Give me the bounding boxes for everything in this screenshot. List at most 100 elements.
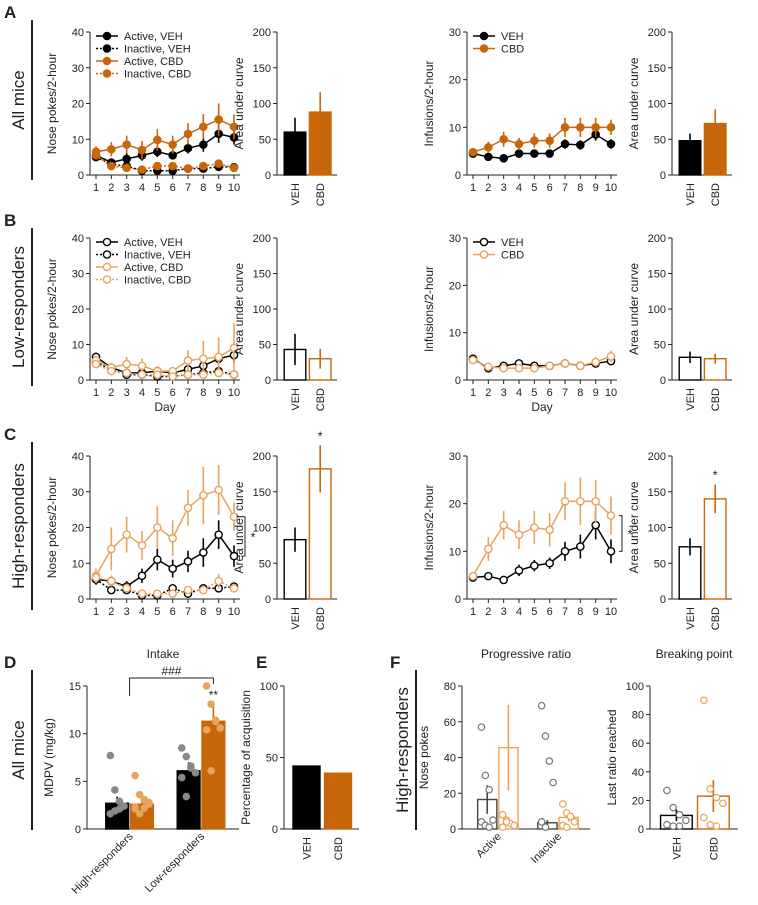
x-tick-label: 2 xyxy=(485,606,491,618)
x-tick-label: 9 xyxy=(593,182,599,194)
significance-marker: * xyxy=(318,428,323,443)
significance-marker: * xyxy=(250,529,255,544)
y-tick-label: 20 xyxy=(72,99,84,111)
x-tick-label: 1 xyxy=(93,606,99,618)
individual-point xyxy=(570,818,579,826)
y-tick-label: 0 xyxy=(455,375,461,387)
y-tick-label: 0 xyxy=(265,375,271,387)
series-line xyxy=(472,133,612,160)
chart-F-bp: 0 20 40 60 80 100 Last ratio reached VEH CBD xyxy=(605,681,738,860)
y-axis-label: Area under curve xyxy=(232,263,246,355)
individual-point xyxy=(140,804,149,812)
data-point xyxy=(137,370,147,379)
y-tick-label: 50 xyxy=(654,558,666,570)
chart-C-infusions: 0 10 20 30 Infusions/2-hour 1 2 3 4 5 6 7 8 9 10 * xyxy=(422,451,633,618)
x-tick-label: CBD xyxy=(710,607,722,630)
data-point xyxy=(229,122,239,132)
data-point xyxy=(91,359,101,369)
x-tick-label: VEH xyxy=(685,388,697,411)
y-tick-label: 10 xyxy=(449,122,461,134)
panel-label-f: F xyxy=(390,653,400,672)
x-tick-label: 2 xyxy=(485,387,491,399)
individual-point xyxy=(182,752,191,761)
data-point xyxy=(468,571,478,581)
data-point xyxy=(183,143,193,153)
legend-marker xyxy=(102,31,112,41)
legend-marker xyxy=(102,56,112,66)
chart-title: Breaking point xyxy=(656,647,733,661)
x-tick-label: 4 xyxy=(139,606,145,618)
data-point xyxy=(591,123,600,132)
y-tick-label: 150 xyxy=(253,269,271,281)
individual-point xyxy=(712,822,721,830)
y-tick-label: 20 xyxy=(449,499,461,511)
x-tick-label: 5 xyxy=(154,182,160,194)
y-axis-label: Percentage of acquisition xyxy=(239,690,253,825)
x-tick-label: CBD xyxy=(710,183,722,206)
y-tick-label: 0 xyxy=(455,170,461,182)
data-point xyxy=(183,370,193,379)
data-point xyxy=(545,361,554,371)
x-tick-label: VEH xyxy=(302,837,314,860)
y-tick-label: 0 xyxy=(78,375,84,387)
y-tick-label: 0 xyxy=(455,594,461,606)
data-point xyxy=(229,370,239,379)
y-tick-label: 40 xyxy=(72,451,84,463)
section-labels: A B C D E F All mice Low-responders High… xyxy=(4,3,417,830)
individual-point xyxy=(207,700,215,708)
legend-marker xyxy=(102,250,112,259)
x-tick-label: 3 xyxy=(124,387,130,399)
x-tick-label: 8 xyxy=(577,606,583,618)
individual-point xyxy=(131,805,139,813)
series-line xyxy=(95,156,235,172)
x-tick-label: VEH xyxy=(290,183,302,206)
y-tick-label: 0 xyxy=(638,824,644,836)
legend-label: CBD xyxy=(501,44,524,56)
data-point xyxy=(168,564,177,573)
data-point xyxy=(606,547,616,556)
data-point xyxy=(122,163,131,173)
data-point xyxy=(107,544,116,554)
data-point xyxy=(183,503,193,513)
series-line xyxy=(95,347,235,372)
individual-point xyxy=(120,802,128,810)
data-point xyxy=(199,354,208,364)
individual-point xyxy=(207,767,215,775)
data-point xyxy=(91,573,101,582)
series-line xyxy=(95,578,235,597)
x-group-label: Low-responders xyxy=(143,830,208,895)
group-label-b: Low-responders xyxy=(9,246,28,368)
x-tick-label: 6 xyxy=(170,606,176,618)
y-axis-label: Area under curve xyxy=(232,57,246,149)
data-point xyxy=(576,140,585,150)
y-tick-label: 30 xyxy=(449,27,461,39)
data-point xyxy=(153,370,162,379)
chart-E-acquisition: 0 50 100 Percentage of acquisition VEH CBD xyxy=(239,681,359,860)
individual-point xyxy=(187,764,195,772)
data-point xyxy=(168,140,177,149)
x-tick-label: 3 xyxy=(501,387,507,399)
legend-marker xyxy=(479,44,489,53)
individual-point xyxy=(191,768,200,777)
data-point xyxy=(199,548,208,557)
data-point xyxy=(107,585,116,595)
y-tick-label: 5 xyxy=(75,776,81,788)
comparison-bracket xyxy=(129,677,214,696)
series-inactive-cbd xyxy=(91,359,239,381)
legend-label: Active, VEH xyxy=(124,237,183,249)
individual-point xyxy=(700,696,708,705)
individual-point xyxy=(562,823,571,832)
y-tick-label: 0 xyxy=(78,170,84,182)
chart-C-nosepokes: 0 10 20 30 40 Nose pokes/2-hour 1 2 3 4 5 6 7 8 9 10 * xyxy=(45,451,256,618)
data-point xyxy=(153,555,162,564)
data-point xyxy=(514,363,524,373)
x-tick-label: 9 xyxy=(216,387,222,399)
x-tick-label: 9 xyxy=(216,606,222,618)
data-point xyxy=(606,511,616,520)
chart-A-auc1: 0 50 100 150 200 Area under curve VEH CBD xyxy=(232,27,337,206)
x-tick-label: 9 xyxy=(216,182,222,194)
data-point xyxy=(137,145,147,155)
x-tick-label: VEH xyxy=(685,607,697,630)
data-point xyxy=(199,491,208,500)
x-tick-label: 10 xyxy=(605,182,617,194)
